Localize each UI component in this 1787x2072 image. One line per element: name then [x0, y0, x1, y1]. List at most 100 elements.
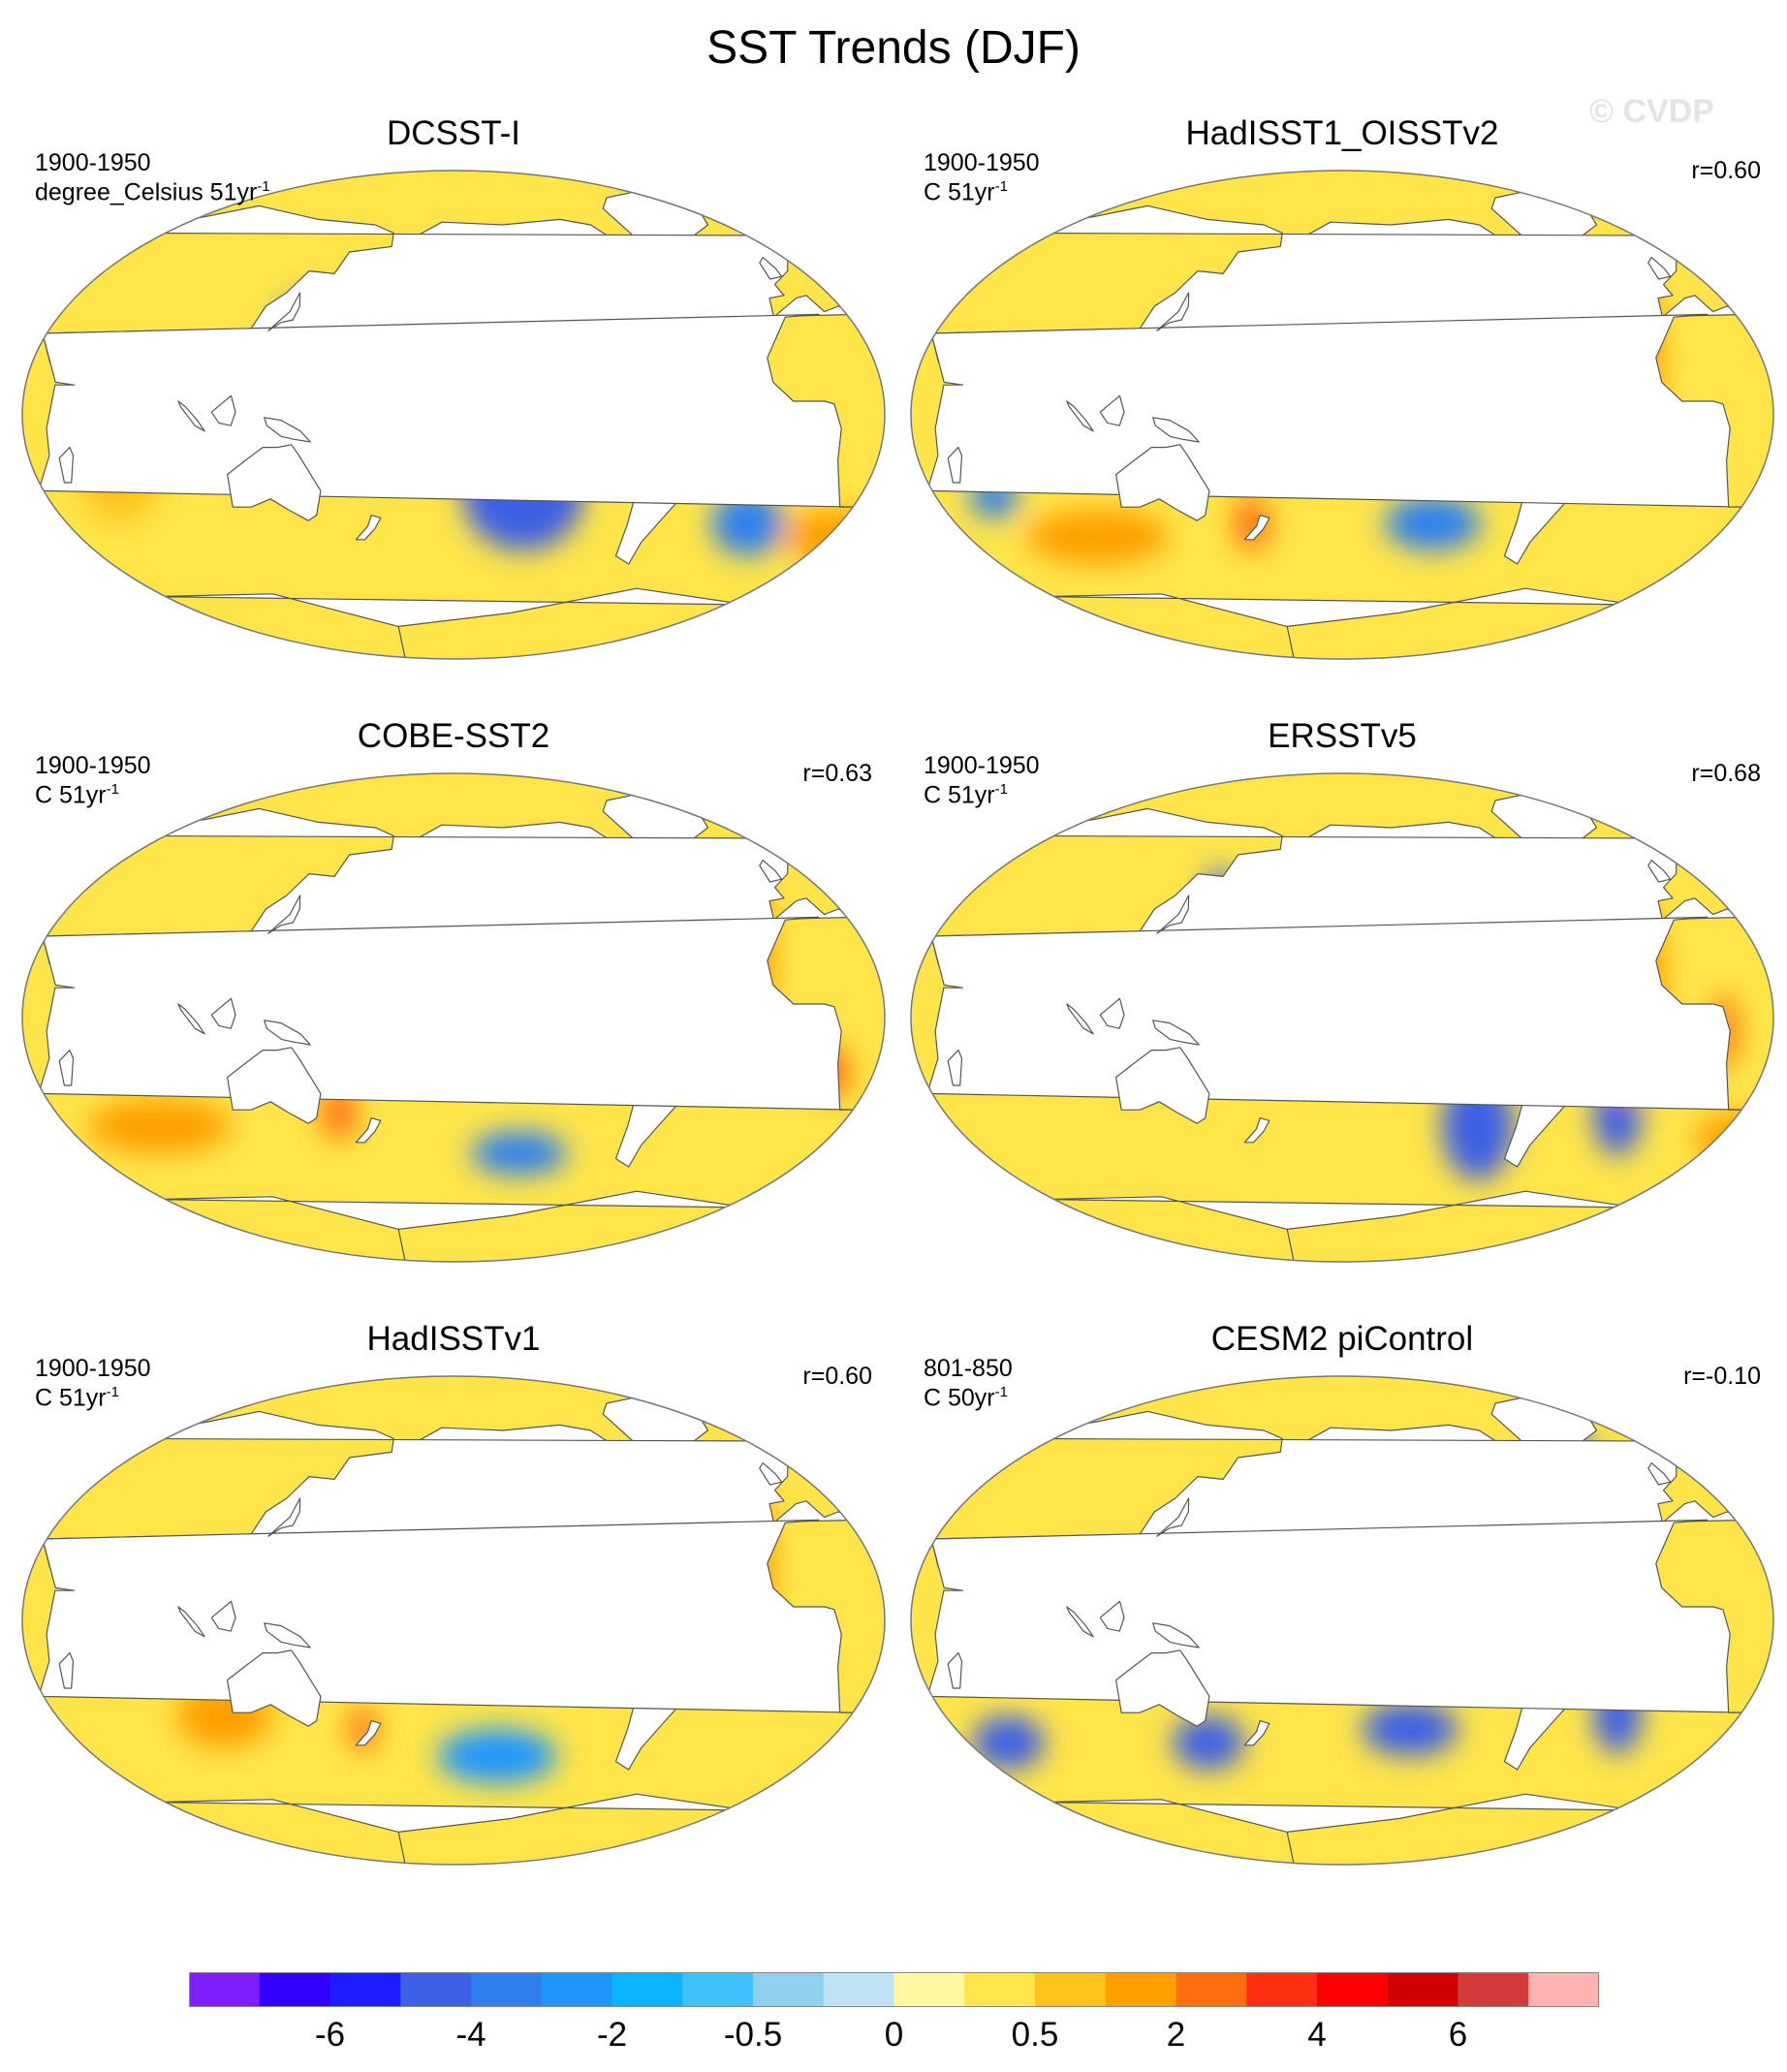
land-japan — [267, 895, 301, 934]
colorbar-swatch — [471, 1972, 543, 2007]
land-madagascar — [58, 1652, 75, 1689]
land-uk — [759, 860, 783, 883]
colorbar-swatch — [753, 1972, 825, 2007]
trend-anomaly — [972, 1715, 1045, 1770]
colorbar-labels: -6 -4 -2 -0.5 0 0.5 2 4 6 — [0, 2016, 1787, 2064]
period-label: 1900-1950 — [924, 149, 1040, 176]
land-borneo — [210, 997, 236, 1029]
units-label: C 51yr-1 — [924, 781, 1008, 809]
panel-cobe-sst2: COBE-SST2 1900-1950 C 51yr-1 r=0.63 — [17, 717, 890, 1318]
panel-ersstv5: ERSSTv5 1900-1950 C 51yr-1 r=0.68 — [906, 717, 1778, 1318]
map-dcsst-i — [21, 170, 886, 660]
land-sumatra — [1066, 1003, 1094, 1035]
trend-anomaly — [1234, 496, 1270, 550]
panel-title: CESM2 piControl — [1210, 1320, 1474, 1358]
land-japan — [267, 1497, 301, 1537]
map-frame — [910, 1375, 1774, 1866]
map-hadisstv1 — [21, 1375, 886, 1866]
units-label: degree_Celsius 51yr-1 — [35, 178, 270, 206]
correlation-label: r=0.60 — [1691, 157, 1761, 184]
units-label: C 51yr-1 — [35, 781, 119, 809]
colorbar-swatch — [329, 1972, 401, 2007]
panel-hadisstv1: HadISSTv1 1900-1950 C 51yr-1 r=0.60 — [17, 1320, 890, 1921]
land-australia — [1115, 1047, 1210, 1124]
land-borneo — [1099, 1600, 1125, 1632]
land-uk — [1647, 1462, 1672, 1486]
correlation-label: r=0.68 — [1691, 760, 1761, 787]
land-borneo — [210, 394, 236, 426]
panel-title: HadISST1_OISSTv2 — [1185, 114, 1499, 152]
land-new-guinea — [264, 1020, 311, 1046]
correlation-label: r=0.60 — [802, 1363, 872, 1390]
land-africa — [38, 1519, 860, 1713]
colorbar-tick-label: -0.5 — [723, 2016, 783, 2054]
trend-anomaly — [1385, 496, 1481, 550]
colorbar-tick-label: -2 — [596, 2016, 628, 2054]
period-label: 1900-1950 — [35, 752, 151, 779]
panel-dcsst-i: DCSST-I 1900-1950 degree_Celsius 51yr-1 — [17, 114, 890, 715]
land-new-zealand — [355, 1720, 382, 1746]
land-new-zealand — [1243, 515, 1270, 541]
land-africa — [926, 916, 1748, 1111]
land-borneo — [210, 1600, 236, 1632]
map-frame — [910, 772, 1774, 1263]
land-uk — [1647, 860, 1672, 883]
land-uk — [759, 257, 783, 280]
map-frame — [21, 1375, 886, 1866]
map-frame — [21, 170, 886, 660]
map-hadisst1-oisstv2 — [910, 170, 1774, 660]
colorbar-swatch — [1105, 1972, 1176, 2007]
colorbar-swatch — [894, 1972, 965, 2007]
land-sumatra — [177, 1606, 205, 1638]
land-new-guinea — [264, 1622, 311, 1648]
colorbar-swatch — [1387, 1972, 1458, 2007]
colorbar-swatch — [1458, 1972, 1529, 2007]
colorbar-swatch — [964, 1972, 1036, 2007]
trend-anomaly — [1025, 510, 1170, 564]
trend-anomaly — [471, 1131, 567, 1176]
correlation-label: r=0.63 — [802, 760, 872, 787]
units-label: C 51yr-1 — [35, 1384, 119, 1412]
colorbar-swatch — [1035, 1972, 1107, 2007]
land-madagascar — [947, 1652, 963, 1689]
panel-title: DCSST-I — [386, 114, 521, 152]
colorbar-tick-label: 4 — [1307, 2016, 1327, 2054]
trend-anomaly — [1362, 1702, 1458, 1756]
units-label: C 50yr-1 — [924, 1384, 1008, 1412]
land-uk — [759, 1462, 783, 1486]
land-japan — [267, 292, 301, 331]
colorbar-tick-label: 0 — [884, 2016, 904, 2054]
colorbar-tick-label: 0.5 — [1011, 2016, 1059, 2054]
colorbar-swatch — [400, 1972, 472, 2007]
colorbar-swatch — [682, 1972, 754, 2007]
colorbar-swatch — [541, 1972, 612, 2007]
land-sumatra — [177, 400, 205, 432]
land-borneo — [1099, 394, 1125, 426]
colorbar-swatch — [823, 1972, 894, 2007]
period-label: 1900-1950 — [924, 752, 1040, 779]
land-japan — [1156, 895, 1190, 934]
units-label: C 51yr-1 — [924, 178, 1008, 206]
land-borneo — [1099, 997, 1125, 1029]
land-uk — [1647, 257, 1672, 280]
figure-title: SST Trends (DJF) — [706, 22, 1081, 74]
colorbar — [189, 1972, 1599, 2007]
colorbar-tick-label: 2 — [1166, 2016, 1186, 2054]
trend-anomaly — [783, 510, 880, 564]
land-new-guinea — [264, 417, 311, 443]
trend-anomaly — [1173, 1715, 1245, 1770]
land-sumatra — [177, 1003, 205, 1035]
colorbar-swatch — [1176, 1972, 1247, 2007]
land-australia — [1115, 1649, 1210, 1727]
cvdp-watermark: © CVDP — [1589, 93, 1714, 130]
panel-title: HadISSTv1 — [366, 1320, 541, 1358]
land-new-zealand — [1243, 1117, 1270, 1144]
trend-anomaly — [87, 1099, 232, 1153]
map-cesm2-picontrol — [910, 1375, 1774, 1866]
land-new-guinea — [1152, 417, 1200, 443]
map-cobe-sst2 — [21, 772, 886, 1263]
map-frame — [21, 772, 886, 1263]
land-new-guinea — [1152, 1020, 1200, 1046]
correlation-label: r=-0.10 — [1683, 1363, 1761, 1390]
map-frame — [910, 170, 1774, 660]
